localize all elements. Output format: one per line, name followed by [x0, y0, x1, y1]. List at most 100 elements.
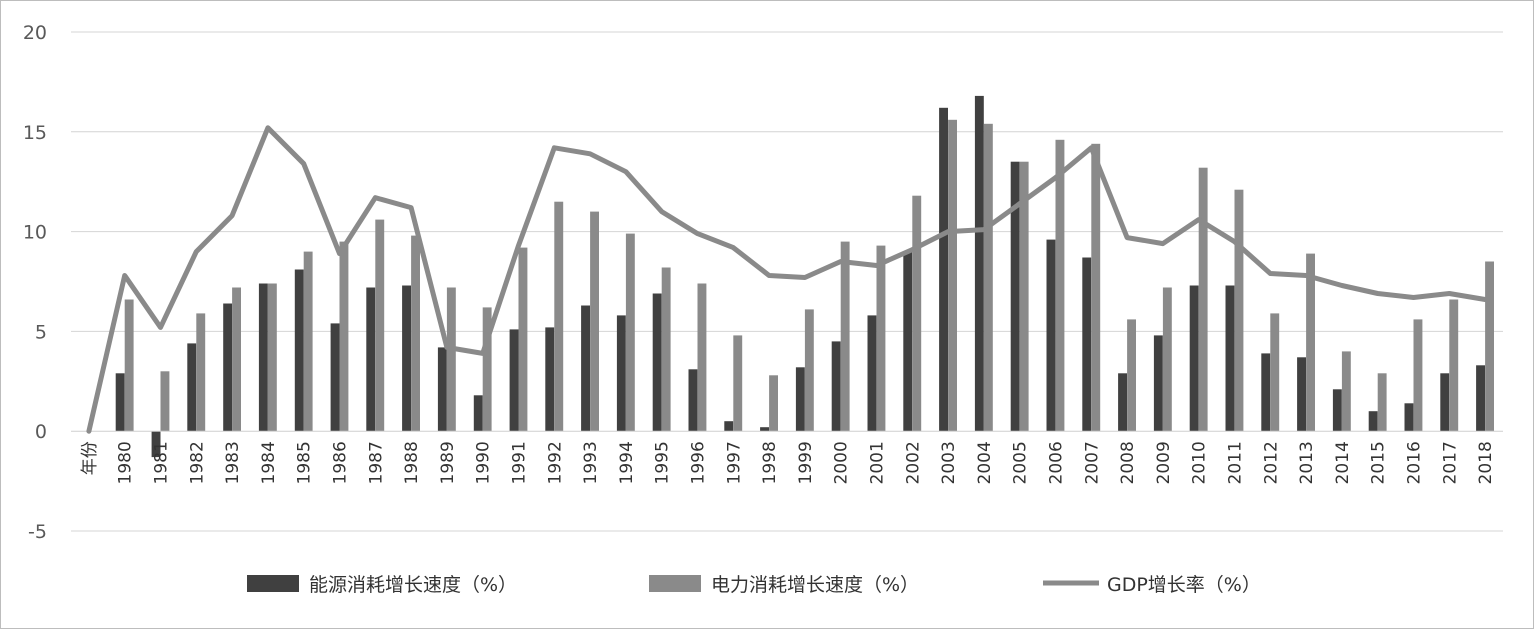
energy-bar-2001 — [867, 315, 877, 432]
electricity-bar-2018 — [1485, 261, 1494, 432]
electricity-bar-2003 — [948, 119, 957, 432]
electricity-bar-1986 — [339, 241, 349, 432]
x-tick-label: 1992 — [545, 441, 565, 484]
energy-bar-1985 — [294, 269, 304, 432]
energy-bar-2017 — [1440, 373, 1450, 432]
electricity-bar-2006 — [1055, 139, 1065, 432]
y-tick-label: -5 — [28, 521, 47, 543]
legend-label-energy: 能源消耗增长速度（%） — [309, 574, 517, 596]
x-tick-label: 1986 — [331, 441, 351, 484]
x-tick-label: 1991 — [510, 441, 530, 484]
energy-bar-1992 — [545, 327, 555, 432]
energy-bar-2018 — [1476, 365, 1485, 432]
electricity-bar-1988 — [411, 235, 420, 432]
electricity-bar-1997 — [733, 335, 743, 432]
x-tick-label: 1981 — [152, 441, 172, 484]
energy-bar-2007 — [1082, 257, 1092, 432]
electricity-bar-2000 — [840, 241, 850, 432]
x-tick-label: 1983 — [223, 441, 243, 484]
legend: 能源消耗增长速度（%） 电力消耗增长速度（%） GDP增长率（%） — [247, 574, 1261, 596]
energy-bar-2014 — [1332, 389, 1342, 432]
energy-bar-2012 — [1261, 353, 1271, 432]
electricity-bar-1991 — [518, 247, 528, 432]
x-tick-label: 2010 — [1190, 441, 1210, 484]
electricity-bar-2017 — [1449, 299, 1459, 432]
x-tick-label: 2011 — [1226, 441, 1246, 484]
gdp-growth-line — [86, 125, 1488, 434]
electricity-bar-1981 — [160, 371, 170, 432]
electricity-bar-2015 — [1377, 373, 1387, 432]
x-tick-label: 2003 — [939, 441, 959, 484]
electricity-bar-2009 — [1162, 287, 1172, 432]
energy-bar-1988 — [402, 285, 411, 432]
x-tick-label: 2017 — [1440, 441, 1460, 484]
electricity-bar-1995 — [661, 267, 671, 432]
energy-bar-2000 — [831, 341, 841, 432]
y-tick-label: 0 — [35, 421, 47, 443]
energy-bar-2016 — [1404, 403, 1414, 432]
x-tick-label: 2006 — [1047, 441, 1067, 484]
x-tick-label: 1993 — [581, 441, 601, 484]
y-tick-label: 5 — [35, 321, 47, 343]
x-tick-label: 2018 — [1476, 441, 1496, 484]
energy-bar-1994 — [616, 315, 626, 432]
energy-bar-2005 — [1010, 161, 1020, 432]
electricity-bar-1985 — [303, 251, 313, 432]
electricity-bar-1992 — [554, 201, 564, 432]
electricity-bar-1982 — [196, 313, 206, 432]
energy-bar-1986 — [330, 323, 340, 432]
electricity-bar-1989 — [446, 287, 456, 432]
legend-label-gdp: GDP增长率（%） — [1107, 574, 1261, 596]
energy-bar-1983 — [223, 303, 233, 432]
x-tick-label: 1989 — [438, 441, 458, 484]
energy-bar-1996 — [688, 369, 698, 432]
x-tick-label: 2014 — [1333, 441, 1353, 484]
x-axis-ticks: 年份 1980 1981 1982 1983 1984 1985 1986 1987 1988 19… — [80, 441, 1496, 484]
x-tick-label: 1984 — [259, 441, 279, 484]
energy-bar-2004 — [974, 95, 984, 432]
energy-bar-1995 — [652, 293, 662, 432]
x-tick-label: 1980 — [116, 441, 136, 484]
electricity-bar-1993 — [590, 211, 599, 432]
x-tick-label: 2012 — [1261, 441, 1281, 484]
electricity-bar-2005 — [1019, 161, 1029, 432]
x-tick-label: 1985 — [295, 441, 315, 484]
x-tick-label: 2013 — [1297, 441, 1317, 484]
electricity-bar-1987 — [375, 219, 385, 432]
energy-bar-2002 — [903, 251, 913, 432]
electricity-bar-2010 — [1198, 167, 1208, 432]
electricity-bar-2002 — [912, 195, 922, 432]
electricity-bar-2013 — [1306, 253, 1315, 432]
electricity-bar-2004 — [983, 123, 993, 432]
x-tick-label: 2001 — [868, 441, 888, 484]
x-tick-label: 1996 — [689, 441, 709, 484]
electricity-bar-2016 — [1413, 319, 1423, 432]
energy-bar-2013 — [1297, 357, 1306, 432]
gdp-line — [86, 125, 1488, 434]
grid — [71, 31, 1503, 532]
x-tick-label: 1990 — [474, 441, 494, 484]
legend-label-electricity: 电力消耗增长速度（%） — [711, 574, 919, 596]
electricity-bar-2008 — [1127, 319, 1136, 432]
energy-bar-2006 — [1046, 239, 1056, 432]
energy-bar-1990 — [473, 395, 483, 432]
energy-bar-2015 — [1368, 411, 1378, 432]
electricity-bar-2014 — [1341, 351, 1351, 432]
energy-bar-1998 — [760, 427, 769, 432]
y-axis-ticks: -5 0 5 10 15 20 — [23, 22, 47, 543]
energy-bar-1981 — [151, 431, 161, 458]
energy-bar-1980 — [115, 373, 125, 432]
x-tick-label: 2000 — [832, 441, 852, 484]
x-tick-label: 2002 — [903, 441, 923, 484]
x-tick-label: 1998 — [760, 441, 780, 484]
x-tick-label: 2005 — [1011, 441, 1031, 484]
x-tick-label: 1988 — [402, 441, 422, 484]
electricity-bar-1983 — [232, 287, 241, 432]
energy-bar-1993 — [581, 305, 590, 432]
bars — [115, 95, 1494, 458]
energy-bar-1991 — [509, 329, 519, 432]
x-tick-label: 2016 — [1405, 441, 1425, 484]
legend-swatch-electricity — [649, 575, 701, 592]
x-tick-label: 2015 — [1369, 441, 1389, 484]
